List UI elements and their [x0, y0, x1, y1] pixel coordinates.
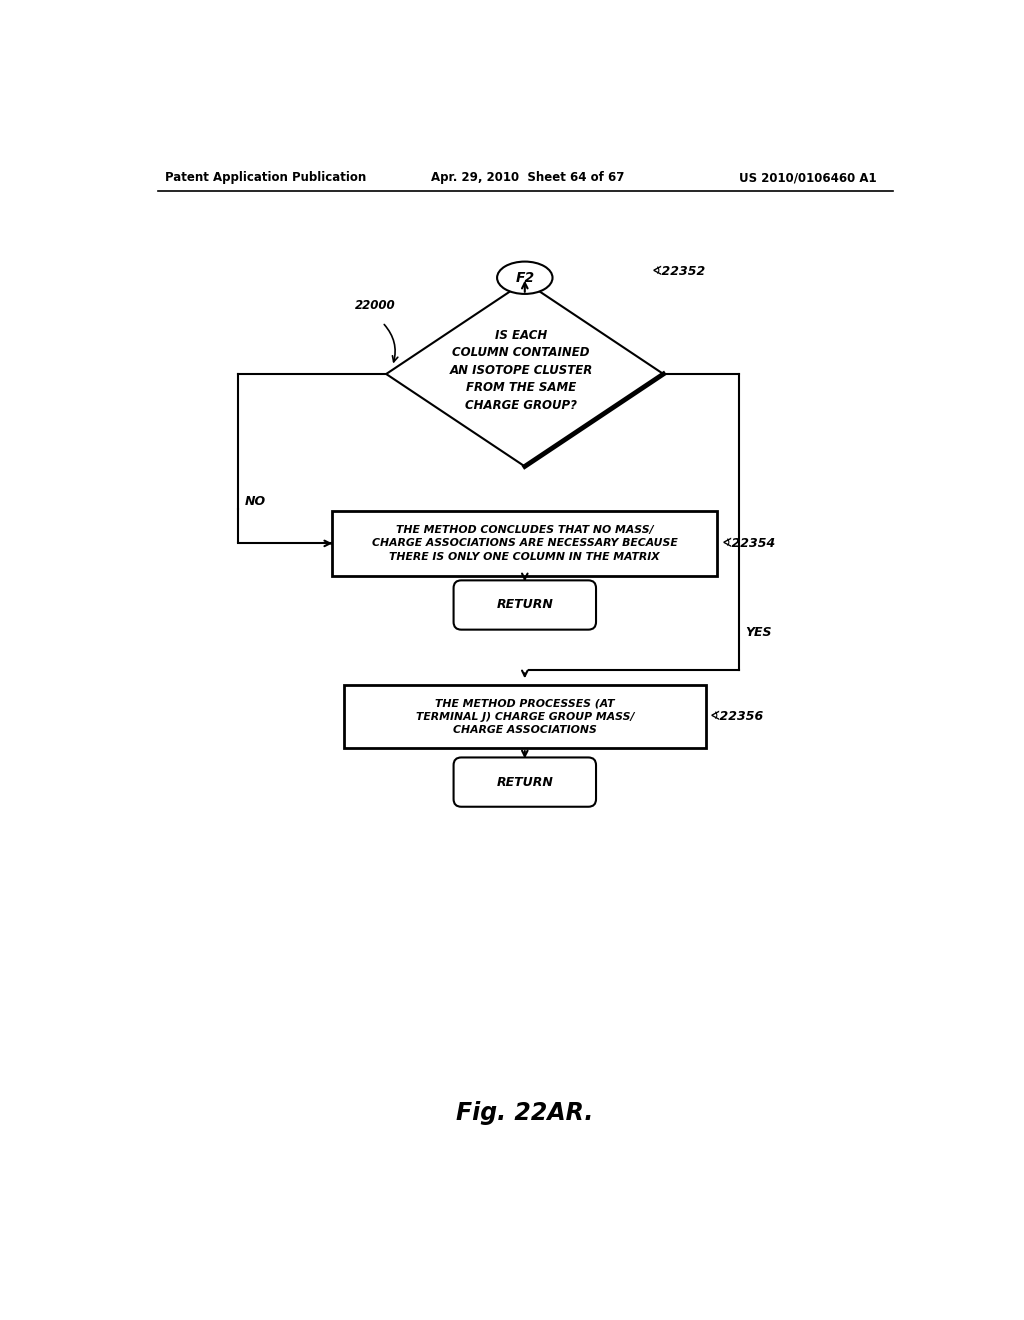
Text: ∢22352: ∢22352: [652, 265, 707, 279]
Text: RETURN: RETURN: [497, 776, 553, 788]
Text: Apr. 29, 2010  Sheet 64 of 67: Apr. 29, 2010 Sheet 64 of 67: [431, 172, 625, 185]
Text: IS EACH
COLUMN CONTAINED
AN ISOTOPE CLUSTER
FROM THE SAME
CHARGE GROUP?: IS EACH COLUMN CONTAINED AN ISOTOPE CLUS…: [450, 329, 593, 412]
Text: RETURN: RETURN: [497, 598, 553, 611]
FancyBboxPatch shape: [454, 758, 596, 807]
Text: YES: YES: [745, 626, 771, 639]
Text: US 2010/0106460 A1: US 2010/0106460 A1: [739, 172, 877, 185]
Text: ∢22356: ∢22356: [710, 710, 764, 723]
Text: NO: NO: [245, 495, 265, 508]
Text: THE METHOD PROCESSES (AT
TERMINAL J) CHARGE GROUP MASS/
CHARGE ASSOCIATIONS: THE METHOD PROCESSES (AT TERMINAL J) CHA…: [416, 698, 634, 735]
Ellipse shape: [497, 261, 553, 294]
Text: 22000: 22000: [355, 298, 396, 312]
FancyBboxPatch shape: [344, 685, 706, 748]
FancyBboxPatch shape: [454, 581, 596, 630]
Text: Patent Application Publication: Patent Application Publication: [165, 172, 367, 185]
Text: ∢22354: ∢22354: [721, 537, 775, 550]
Text: Fig. 22AR.: Fig. 22AR.: [456, 1101, 594, 1125]
Text: THE METHOD CONCLUDES THAT NO MASS/
CHARGE ASSOCIATIONS ARE NECESSARY BECAUSE
THE: THE METHOD CONCLUDES THAT NO MASS/ CHARG…: [372, 525, 678, 561]
FancyBboxPatch shape: [333, 511, 717, 576]
Text: F2: F2: [515, 271, 535, 285]
